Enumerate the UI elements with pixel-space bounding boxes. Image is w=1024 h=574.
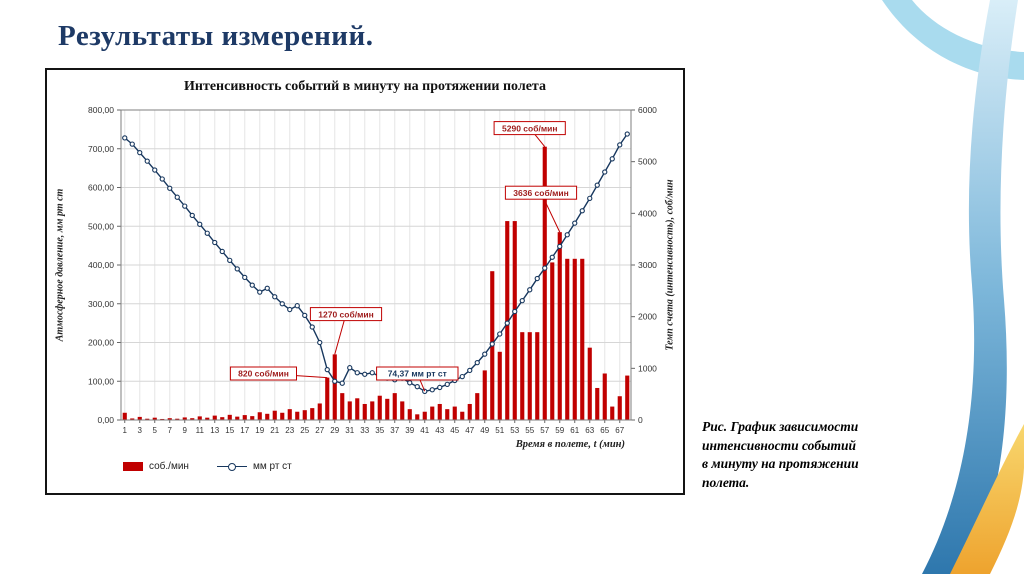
svg-text:400,00: 400,00 <box>88 260 114 270</box>
swoosh-yellow-band <box>950 424 1024 574</box>
svg-text:9: 9 <box>183 426 188 435</box>
svg-text:4000: 4000 <box>638 208 657 218</box>
svg-text:61: 61 <box>570 426 579 435</box>
svg-text:25: 25 <box>300 426 309 435</box>
svg-text:63: 63 <box>585 426 594 435</box>
legend-label-bars: соб./мин <box>149 461 189 472</box>
svg-text:1000: 1000 <box>638 363 657 373</box>
svg-text:37: 37 <box>390 426 399 435</box>
svg-text:29: 29 <box>330 426 339 435</box>
svg-text:300,00: 300,00 <box>88 299 114 309</box>
svg-text:1: 1 <box>123 426 128 435</box>
svg-text:41: 41 <box>420 426 429 435</box>
svg-text:39: 39 <box>405 426 414 435</box>
svg-text:21: 21 <box>270 426 279 435</box>
svg-text:51: 51 <box>495 426 504 435</box>
svg-text:700,00: 700,00 <box>88 144 114 154</box>
svg-text:5: 5 <box>153 426 158 435</box>
svg-text:500,00: 500,00 <box>88 221 114 231</box>
svg-text:55: 55 <box>525 426 534 435</box>
svg-text:74,37 мм рт ст: 74,37 мм рт ст <box>388 369 447 379</box>
svg-text:49: 49 <box>480 426 489 435</box>
svg-text:59: 59 <box>555 426 564 435</box>
svg-text:23: 23 <box>285 426 294 435</box>
svg-text:43: 43 <box>435 426 444 435</box>
svg-text:19: 19 <box>255 426 264 435</box>
swoosh-top-crescent <box>882 0 1024 80</box>
svg-text:1270 соб/мин: 1270 соб/мин <box>318 309 373 319</box>
svg-text:11: 11 <box>196 426 205 435</box>
chart-title: Интенсивность событий в минуту на протяж… <box>184 79 546 94</box>
figure-caption-line: интенсивности событий <box>702 437 856 453</box>
svg-text:0,00: 0,00 <box>97 415 114 425</box>
svg-text:200,00: 200,00 <box>88 338 114 348</box>
left-axis-title: Атмосферное давление, мм рт ст <box>54 188 66 342</box>
svg-text:6000: 6000 <box>638 105 657 115</box>
svg-text:15: 15 <box>225 426 234 435</box>
svg-text:820 соб/мин: 820 соб/мин <box>238 369 289 379</box>
svg-text:0: 0 <box>638 415 643 425</box>
chart-legend: соб./мин мм рт ст <box>123 461 292 472</box>
svg-text:3000: 3000 <box>638 260 657 270</box>
svg-text:7: 7 <box>168 426 173 435</box>
svg-text:17: 17 <box>240 426 249 435</box>
svg-text:3636 соб/мин: 3636 соб/мин <box>513 188 568 198</box>
svg-text:600,00: 600,00 <box>88 183 114 193</box>
svg-text:100,00: 100,00 <box>88 376 114 386</box>
svg-text:45: 45 <box>450 426 459 435</box>
legend-item-bars: соб./мин <box>123 461 189 472</box>
svg-text:800,00: 800,00 <box>88 105 114 115</box>
legend-label-line: мм рт ст <box>252 461 292 472</box>
line-series-swatch <box>216 462 247 471</box>
svg-text:3: 3 <box>138 426 143 435</box>
intensity-chart-plot: 0,00 100,00 200,00 300,00 400,00 500,00 600,00… <box>88 105 657 435</box>
figure-caption-line: Рис. График зависимости <box>702 419 859 434</box>
swoosh-vertical-band <box>922 0 1018 574</box>
right-axis-title: Темп счета (интенсивность), соб/мин <box>664 179 676 351</box>
slide-title: Результаты измерений. <box>58 20 374 52</box>
svg-text:5000: 5000 <box>638 157 657 167</box>
figure-caption-line: полета. <box>702 474 750 490</box>
svg-text:65: 65 <box>600 426 609 435</box>
x-axis-title: Время в полете, t (мин) <box>515 439 625 450</box>
svg-text:2000: 2000 <box>638 312 657 322</box>
svg-text:13: 13 <box>210 426 219 435</box>
chart-panel: 0,00 100,00 200,00 300,00 400,00 500,00 600,00… <box>45 68 685 495</box>
figure-caption-line: в минуту на протяжении <box>702 456 859 472</box>
svg-text:53: 53 <box>510 426 519 435</box>
bar-series-swatch <box>123 462 143 471</box>
svg-text:5290 соб/мин: 5290 соб/мин <box>502 123 557 133</box>
svg-text:57: 57 <box>540 426 549 435</box>
svg-text:27: 27 <box>315 426 324 435</box>
svg-text:33: 33 <box>360 426 369 435</box>
figure-caption: Рис. График зависимости интенсивности со… <box>702 418 902 493</box>
legend-item-line: мм рт ст <box>216 461 292 472</box>
svg-text:35: 35 <box>375 426 384 435</box>
svg-text:47: 47 <box>465 426 474 435</box>
svg-text:31: 31 <box>345 426 354 435</box>
svg-text:67: 67 <box>615 426 624 435</box>
